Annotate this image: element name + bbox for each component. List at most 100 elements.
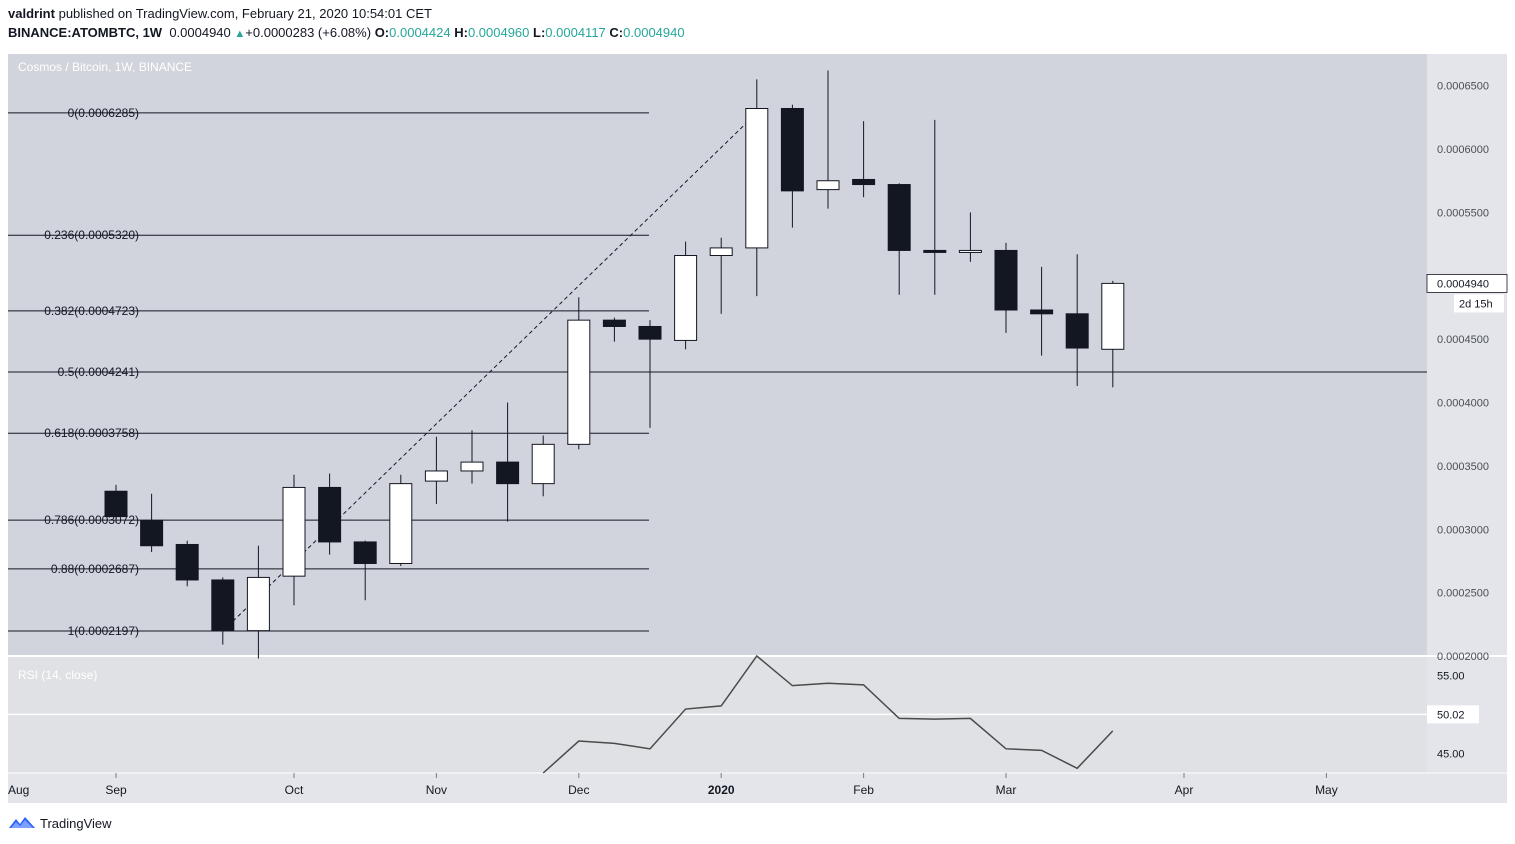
candle — [852, 121, 876, 198]
close-label: C: — [609, 25, 624, 40]
candle-body-bull — [424, 470, 448, 482]
time-tick-label: May — [1315, 783, 1338, 797]
candle-body-bear — [318, 486, 342, 543]
price-tick-label: 0.0003000 — [1437, 524, 1489, 536]
high-label: H: — [454, 25, 468, 40]
publish-info: valdrint published on TradingView.com, F… — [8, 6, 432, 21]
fib-level-label-0.236: 0.236(0.0005320) — [44, 228, 139, 242]
time-tick-label: Sep — [105, 783, 127, 797]
price-axis-bg[interactable] — [1427, 54, 1507, 773]
price-change: +0.0000283 (+6.08%) — [245, 25, 372, 40]
open-label: O: — [374, 25, 390, 40]
countdown-box — [1454, 294, 1504, 313]
candle-body-bear — [1065, 313, 1089, 349]
price-tick-label: 0.0005500 — [1437, 207, 1489, 219]
candle — [923, 119, 947, 295]
candle-body-bear — [602, 319, 626, 327]
price-tick-label: 0.0002500 — [1437, 588, 1489, 600]
candle — [816, 70, 840, 209]
time-tick-label: Mar — [996, 783, 1017, 797]
last-price-label: 0.0004940 — [1437, 278, 1489, 290]
candle — [958, 212, 982, 262]
candle-body-bear — [887, 184, 911, 251]
candle — [460, 430, 484, 484]
candle — [104, 484, 128, 523]
time-tick-label: Aug — [8, 783, 29, 797]
symbol-label: BINANCE:ATOMBTC, 1W — [8, 25, 163, 40]
candle-body-bear — [994, 249, 1018, 311]
candle — [674, 241, 698, 350]
candle — [602, 317, 626, 342]
candle-body-bear — [353, 541, 377, 564]
time-tick-label: 2020 — [708, 783, 735, 797]
time-axis-bg[interactable] — [8, 773, 1507, 803]
price-tick-label: 0.0003500 — [1437, 461, 1489, 473]
candle-body-bear — [852, 178, 876, 186]
candle-body-bull — [531, 443, 555, 485]
countdown-label: 2d 15h — [1459, 298, 1493, 310]
last-price: 0.0004940 — [169, 25, 231, 40]
candle — [638, 320, 662, 428]
publisher-name[interactable]: valdrint — [8, 6, 55, 21]
price-tick-label: 0.0004500 — [1437, 334, 1489, 346]
candle — [780, 104, 804, 228]
price-tick-label: 0.0004000 — [1437, 398, 1489, 410]
fib-level-label-0.5: 0.5(0.0004241) — [58, 365, 139, 379]
candle — [1065, 254, 1089, 387]
candle — [318, 473, 342, 555]
rsi-indicator — [8, 654, 1427, 774]
fib-trend-line — [222, 112, 758, 632]
low-value: 0.0004117 — [545, 25, 606, 40]
price-tick-label: 0.0006000 — [1437, 144, 1489, 156]
close-value: 0.0004940 — [623, 25, 685, 40]
candle — [887, 183, 911, 295]
fib-level-label-0.88: 0.88(0.0002687) — [51, 562, 139, 576]
axes: 0.0006500 0.0006000 0.0005500 0.0004500 0.00… — [8, 81, 1508, 797]
price-tick-label: 0.0006500 — [1437, 81, 1489, 93]
time-tick-label: Apr — [1175, 783, 1194, 797]
low-label: L: — [533, 25, 546, 40]
candle — [567, 297, 591, 450]
candle-body-bull — [674, 255, 698, 341]
price-pane[interactable] — [8, 54, 1427, 656]
candle — [994, 242, 1018, 333]
candle-body-bear — [638, 325, 662, 340]
rsi-tick-label: 50.02 — [1437, 709, 1465, 721]
candle-body-bear — [175, 543, 199, 581]
up-triangle-icon: ▲ — [234, 28, 246, 40]
candle — [424, 436, 448, 504]
fib-level-label-1: 1(0.0002197) — [68, 624, 139, 638]
candle-body-bull — [709, 247, 733, 257]
rsi-tick-label: 45.00 — [1437, 749, 1465, 761]
candle-body-bear — [140, 519, 164, 547]
high-value: 0.0004960 — [467, 25, 530, 40]
last-price-box — [1426, 273, 1508, 293]
chart-title: Cosmos / Bitcoin, 1W, BINANCE — [18, 60, 192, 74]
candle-body-bull — [745, 107, 769, 249]
time-tick-label: Nov — [426, 783, 447, 797]
candle — [175, 540, 199, 587]
time-tick-label: Dec — [568, 783, 589, 797]
candle — [353, 540, 377, 601]
candle-body-bear — [104, 490, 128, 518]
candle-body-bear — [1030, 309, 1054, 315]
candle — [1030, 266, 1054, 356]
candle — [1101, 280, 1125, 388]
symbol-ohlc-line: BINANCE:ATOMBTC, 1W 0.0004940 ▲+0.000028… — [8, 25, 685, 40]
candle — [531, 435, 555, 497]
fib-level-label-0.382: 0.382(0.0004723) — [44, 304, 139, 318]
candle — [282, 474, 306, 606]
candle-body-bull — [460, 461, 484, 472]
time-tick-label: Feb — [853, 783, 874, 797]
fib-level-label-0: 0(0.0006285) — [68, 106, 139, 120]
candle — [496, 402, 520, 522]
candle-body-bull — [567, 319, 591, 445]
tradingview-footer[interactable]: TradingView — [8, 815, 112, 831]
candle — [140, 493, 164, 553]
price-tick-label: 0.0002000 — [1437, 651, 1489, 663]
publish-text: published on TradingView.com, February 2… — [58, 6, 432, 21]
candle-body-bull — [282, 486, 306, 577]
candle — [246, 545, 270, 659]
candle — [709, 237, 733, 314]
